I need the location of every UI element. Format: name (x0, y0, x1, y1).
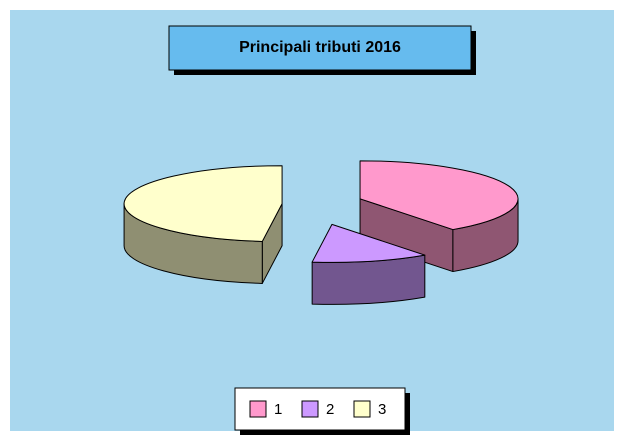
legend-swatch (249, 400, 267, 418)
pie (123, 160, 519, 305)
legend-label: 2 (326, 401, 334, 418)
title-box (168, 25, 472, 71)
slice (123, 165, 283, 242)
legend-swatch (301, 400, 319, 418)
legend-box (234, 387, 406, 431)
legend-label: 3 (378, 401, 386, 418)
slice (359, 160, 519, 231)
slice (311, 223, 426, 263)
legend-label: 1 (274, 401, 282, 418)
chart-title: Principali tributi 2016 (239, 39, 401, 56)
legend: 1 2 3 (249, 400, 386, 418)
legend-swatch (353, 400, 371, 418)
